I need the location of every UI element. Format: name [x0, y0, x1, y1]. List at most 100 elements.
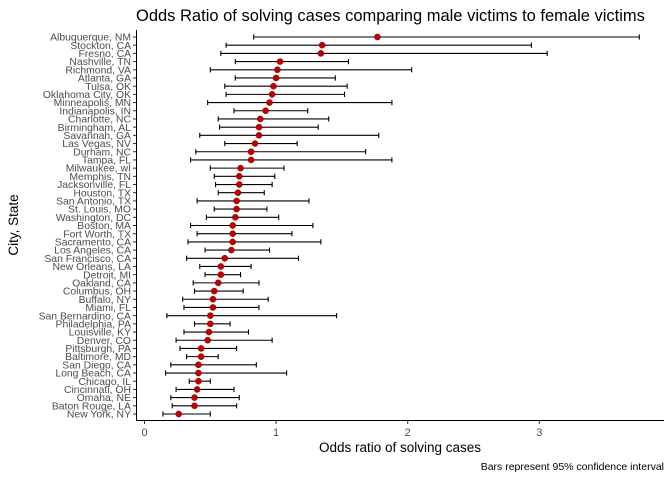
odds-ratio-point: [270, 82, 277, 90]
x-tick-label: 1: [273, 427, 279, 439]
y-tick-label: Milwaukee, wI: [66, 164, 131, 175]
odds-ratio-point: [191, 394, 198, 401]
odds-ratio-point: [235, 173, 243, 180]
odds-ratio-point: [206, 320, 214, 328]
x-tick-label: 0: [141, 427, 147, 439]
odds-ratio-point: [228, 246, 235, 254]
y-tick-label: St. Louis, MO: [68, 205, 131, 216]
odds-ratio-point: [237, 164, 244, 172]
odds-ratio-point: [247, 148, 255, 156]
y-tick-label: Jacksonville, FL: [57, 180, 131, 191]
odds-ratio-point: [209, 304, 217, 311]
y-tick-label: Chicago, IL: [78, 377, 131, 388]
y-tick-label: Miami, FL: [85, 303, 131, 314]
y-tick-label: Boston, MA: [77, 221, 131, 232]
y-tick-label: Stockton, CA: [70, 41, 131, 52]
odds-ratio-point: [209, 295, 217, 303]
y-tick-label: New York, NY: [67, 410, 131, 421]
odds-ratio-point: [374, 33, 381, 41]
y-tick-label: Washington, DC: [56, 213, 132, 224]
odds-ratio-point: [257, 115, 264, 123]
y-tick-label: San Francisco, CA: [44, 254, 131, 265]
odds-ratio-point: [204, 336, 211, 344]
odds-ratio-point: [197, 345, 205, 352]
y-tick-label: Atlanta, GA: [78, 74, 131, 85]
y-tick-label: Tulsa, OK: [85, 82, 131, 93]
odds-ratio-point: [317, 50, 325, 57]
odds-ratio-point: [210, 287, 218, 295]
y-tick-label: Nashville, TN: [69, 57, 131, 68]
odds-ratio-point: [232, 214, 239, 221]
y-tick-label: Tampa, FL: [82, 156, 131, 167]
odds-ratio-point: [195, 369, 202, 377]
y-tick-label: San Antonio, TX: [56, 197, 131, 208]
y-tick-label: Houston, TX: [73, 188, 131, 199]
odds-ratio-point: [221, 254, 229, 262]
odds-ratio-point: [234, 189, 242, 197]
y-tick-label: Denver, CO: [77, 336, 131, 347]
y-tick-label: Cincinnati, OH: [64, 385, 131, 396]
y-tick-label: Sacramento, CA: [55, 237, 131, 248]
odds-ratio-point: [195, 377, 202, 385]
odds-ratio-point: [272, 74, 280, 82]
odds-ratio-point: [247, 156, 255, 164]
x-axis-title: Odds ratio of solving cases: [319, 440, 481, 455]
y-tick-label: San Bernardino, CA: [39, 311, 131, 322]
odds-ratio-point: [214, 279, 222, 287]
odds-ratio-point: [193, 386, 201, 393]
odds-ratio-point: [229, 230, 236, 237]
odds-ratio-point: [229, 222, 236, 229]
y-tick-label: Detroit, MI: [83, 270, 131, 281]
y-tick-label: Los Angeles, CA: [54, 246, 131, 257]
y-tick-label: Columbus, OH: [63, 287, 131, 298]
y-tick-label: Fresno, CA: [78, 49, 131, 60]
y-tick-label: Buffalo, NY: [79, 295, 131, 306]
odds-ratio-point: [233, 197, 240, 205]
y-tick-label: Charlotte, NC: [68, 115, 131, 126]
y-tick-label: San Diego, CA: [62, 360, 131, 371]
y-tick-label: Long Beach, CA: [55, 369, 131, 380]
odds-ratio-point: [205, 328, 213, 336]
y-tick-label: Birmingham, AL: [58, 123, 132, 134]
y-tick-label: Albuquerque, NM: [50, 33, 131, 44]
odds-ratio-point: [274, 66, 281, 74]
odds-ratio-point: [235, 181, 243, 188]
y-tick-label: Las Vegas, NV: [62, 139, 131, 150]
y-axis-title: City, State: [6, 194, 21, 255]
odds-ratio-point: [195, 361, 202, 369]
odds-ratio-point: [266, 99, 273, 106]
y-tick-label: Fort Worth, TX: [63, 229, 131, 240]
y-tick-label: Omaha, NE: [77, 393, 131, 404]
odds-ratio-point: [262, 107, 269, 115]
y-tick-label: New Orleans, LA: [52, 262, 131, 273]
odds-ratio-point: [251, 140, 259, 147]
odds-ratio-point: [255, 123, 263, 131]
y-tick-label: Savannah, GA: [63, 131, 131, 142]
y-tick-label: Minneapolis, MN: [54, 98, 131, 109]
x-tick-label: 3: [536, 427, 542, 439]
odds-ratio-point: [318, 41, 326, 49]
y-tick-label: Memphis, TN: [69, 172, 131, 183]
x-tick-label: 2: [405, 427, 411, 439]
y-tick-label: Pittsburgh, PA: [65, 344, 131, 355]
y-tick-label: Oakland, CA: [72, 278, 131, 289]
chart-title: Odds Ratio of solving cases comparing ma…: [136, 7, 645, 25]
y-tick-label: Indianapolis, IN: [59, 106, 131, 117]
y-tick-label: Louisville, KY: [69, 328, 131, 339]
odds-ratio-point: [217, 271, 225, 278]
odds-ratio-point: [233, 205, 240, 213]
odds-ratio-point: [268, 91, 276, 98]
y-tick-label: Philadelphia, PA: [56, 319, 132, 330]
odds-ratio-point: [175, 410, 183, 418]
odds-ratio-point: [217, 263, 225, 270]
odds-ratio-point: [255, 132, 263, 139]
odds-ratio-point: [197, 353, 205, 360]
odds-ratio-point: [191, 402, 198, 410]
y-tick-label: Richmond, VA: [65, 65, 131, 76]
odds-ratio-point: [229, 238, 236, 246]
odds-ratio-point: [206, 312, 214, 319]
chart-caption: Bars represent 95% confidence interval: [481, 461, 664, 473]
y-tick-label: Baton Rouge, LA: [52, 401, 131, 412]
